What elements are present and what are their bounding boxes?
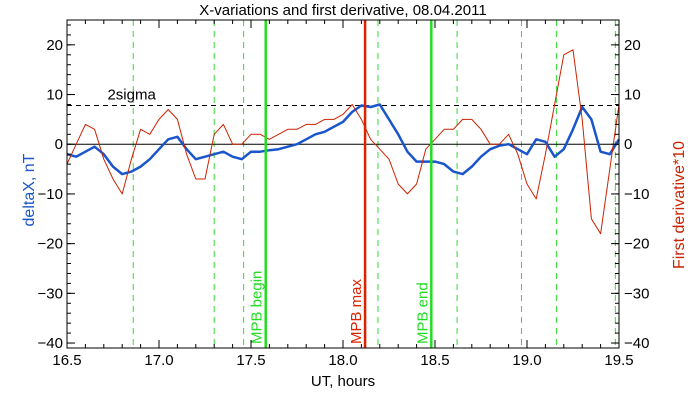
y-tick-label-right: −10 — [624, 186, 649, 203]
threshold-label: 2sigma — [107, 86, 156, 103]
y-tick-label-right: 10 — [624, 87, 641, 104]
x-axis-label: UT, hours — [311, 373, 375, 390]
y-axis-label-left: deltaX, nT — [21, 153, 38, 226]
y-tick-label-left: −10 — [38, 186, 63, 203]
y-tick-label-right: 0 — [624, 136, 632, 153]
x-tick-label: 19.0 — [512, 352, 541, 369]
x-tick-label: 17.0 — [144, 352, 173, 369]
y-tick-label-left: −30 — [38, 285, 63, 302]
y-tick-label-right: −20 — [624, 236, 649, 253]
x-tick-label: 17.5 — [236, 352, 265, 369]
y-tick-label-left: 20 — [46, 37, 63, 54]
y-tick-label-right: −40 — [624, 335, 649, 352]
plot-frame — [66, 19, 620, 349]
y-tick-label-left: −20 — [38, 236, 63, 253]
x-tick-label: 19.5 — [604, 352, 633, 369]
y-tick-label-left: 0 — [55, 136, 63, 153]
marker-label: MPB max — [348, 278, 365, 344]
x-tick-label: 18.5 — [420, 352, 449, 369]
marker-label: MPB begin — [249, 271, 266, 344]
derivative-series-line — [66, 49, 620, 235]
y-tick-label-right: −30 — [624, 285, 649, 302]
y-tick-label-left: −40 — [38, 335, 63, 352]
y-tick-label-left: 10 — [46, 87, 63, 104]
marker-label: MPB end — [414, 282, 431, 344]
deltaX-series-line — [66, 103, 621, 176]
y-tick-label-right: 20 — [624, 37, 641, 54]
x-tick-label: 18.0 — [328, 352, 357, 369]
y-axis-label-right: First derivative*10 — [671, 141, 688, 269]
chart-title: X-variations and first derivative, 08.04… — [199, 2, 486, 19]
x-tick-label: 16.5 — [52, 352, 81, 369]
